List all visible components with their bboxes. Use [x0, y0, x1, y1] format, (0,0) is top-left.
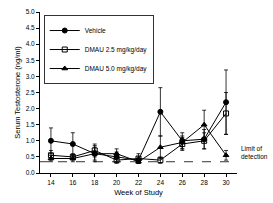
svg-text:5.0: 5.0 — [26, 8, 35, 15]
svg-text:3.0: 3.0 — [26, 73, 35, 80]
svg-text:2.0: 2.0 — [26, 105, 35, 112]
svg-text:4.5: 4.5 — [26, 24, 35, 31]
svg-text:DMAU 5.0 mg/kg/day: DMAU 5.0 mg/kg/day — [85, 65, 148, 73]
svg-text:Week of Study: Week of Study — [114, 188, 163, 197]
svg-text:2.5: 2.5 — [26, 89, 35, 96]
svg-text:Limit ofdetection: Limit ofdetection — [241, 145, 268, 160]
svg-text:0.0: 0.0 — [26, 169, 35, 176]
svg-text:0.5: 0.5 — [26, 153, 35, 160]
svg-text:16: 16 — [69, 179, 77, 186]
svg-text:DMAU 2.5 mg/kg/day: DMAU 2.5 mg/kg/day — [85, 46, 148, 54]
svg-text:18: 18 — [91, 179, 99, 186]
svg-text:28: 28 — [201, 179, 209, 186]
svg-text:22: 22 — [135, 179, 143, 186]
svg-text:20: 20 — [113, 179, 121, 186]
svg-text:3.5: 3.5 — [26, 57, 35, 64]
svg-text:Serum Testosterone (ng/ml): Serum Testosterone (ng/ml) — [13, 46, 22, 139]
svg-text:26: 26 — [179, 179, 187, 186]
svg-text:1.0: 1.0 — [26, 137, 35, 144]
svg-text:Vehicle: Vehicle — [85, 27, 106, 34]
svg-text:24: 24 — [157, 179, 165, 186]
svg-text:1.5: 1.5 — [26, 121, 35, 128]
svg-text:4.0: 4.0 — [26, 40, 35, 47]
svg-text:30: 30 — [222, 179, 230, 186]
svg-text:14: 14 — [47, 179, 55, 186]
